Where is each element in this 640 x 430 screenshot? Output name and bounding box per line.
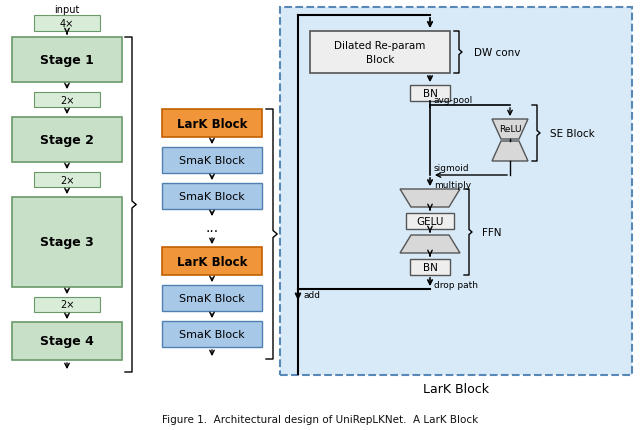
Text: Stage 3: Stage 3 [40, 236, 94, 249]
Text: FFN: FFN [482, 227, 502, 237]
Text: LarK Block: LarK Block [177, 117, 247, 130]
Text: LarK Block: LarK Block [423, 383, 489, 396]
Bar [410, 86, 450, 102]
Text: ...: ... [205, 221, 219, 234]
Text: BN: BN [422, 262, 437, 272]
Bar [410, 259, 450, 275]
Text: SE Block: SE Block [550, 129, 595, 139]
Bar [34, 16, 100, 32]
Text: SmaK Block: SmaK Block [179, 191, 245, 202]
Bar [162, 321, 262, 347]
Bar [12, 322, 122, 360]
Bar [162, 147, 262, 174]
Text: LarK Block: LarK Block [177, 255, 247, 268]
Text: BN: BN [422, 89, 437, 99]
Text: Figure 1.  Architectural design of UniRepLKNet.  A LarK Block: Figure 1. Architectural design of UniRep… [162, 414, 478, 424]
Text: GELU: GELU [416, 216, 444, 227]
Bar [162, 184, 262, 209]
Bar [280, 8, 632, 375]
Bar [12, 38, 122, 83]
Text: SmaK Block: SmaK Block [179, 329, 245, 339]
Text: 2×: 2× [60, 95, 74, 105]
Bar [406, 214, 454, 230]
Text: Stage 4: Stage 4 [40, 335, 94, 348]
Bar [34, 172, 100, 187]
Bar [12, 197, 122, 287]
Bar [162, 110, 262, 138]
Text: DW conv: DW conv [474, 48, 520, 58]
Text: SmaK Block: SmaK Block [179, 293, 245, 303]
Polygon shape [492, 141, 528, 162]
Text: 2×: 2× [60, 300, 74, 310]
Bar [162, 247, 262, 275]
Text: Stage 2: Stage 2 [40, 134, 94, 147]
Bar [310, 32, 450, 74]
Bar [34, 297, 100, 312]
Text: input: input [54, 5, 80, 15]
Text: Dilated Re-param: Dilated Re-param [334, 41, 426, 51]
Bar [12, 118, 122, 163]
Bar [34, 93, 100, 108]
Text: Block: Block [366, 55, 394, 65]
Bar [162, 286, 262, 311]
Text: 2×: 2× [60, 175, 74, 185]
Polygon shape [400, 236, 460, 253]
Text: SmaK Block: SmaK Block [179, 156, 245, 166]
Text: 4×: 4× [60, 19, 74, 29]
Text: ReLU: ReLU [499, 125, 521, 134]
Text: sigmoid: sigmoid [434, 164, 470, 172]
Polygon shape [400, 190, 460, 208]
Text: multiply: multiply [434, 181, 471, 190]
Text: avg-pool: avg-pool [434, 96, 473, 105]
Polygon shape [492, 120, 528, 140]
Text: drop path: drop path [434, 280, 478, 289]
Text: Stage 1: Stage 1 [40, 54, 94, 67]
Text: add: add [304, 291, 321, 300]
